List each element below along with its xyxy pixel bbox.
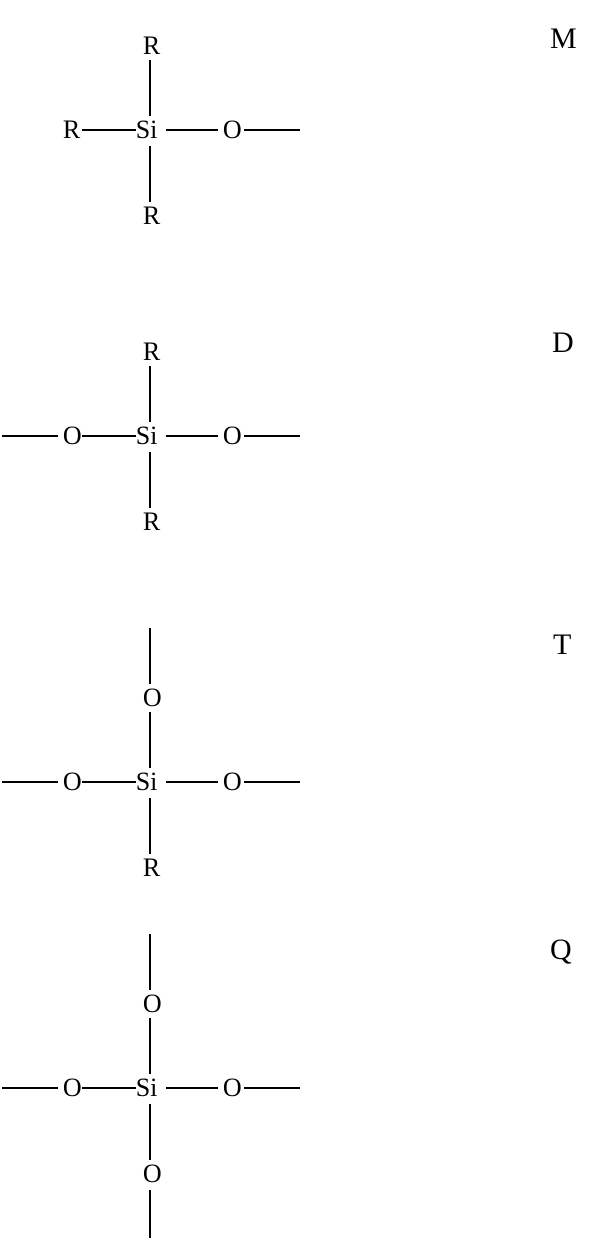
atom-R: R <box>143 201 160 231</box>
atom-R: R <box>143 31 160 61</box>
atom-O: O <box>223 115 242 145</box>
bond <box>244 1087 300 1089</box>
atom-R: R <box>143 337 160 367</box>
bond <box>149 60 151 116</box>
bond <box>166 129 218 131</box>
atom-R: R <box>143 853 160 883</box>
atom-O: O <box>63 767 82 797</box>
atom-O: O <box>223 767 242 797</box>
bond <box>149 1190 151 1238</box>
diagram-page: Si R R R O Si R O R O Si O O R O Si O O O O M D T Q <box>0 0 595 1238</box>
atom-Si: Si <box>136 421 158 451</box>
bond <box>82 1087 136 1089</box>
bond <box>166 1087 218 1089</box>
bond <box>149 1018 151 1074</box>
bond <box>166 435 218 437</box>
atom-O: O <box>63 1073 82 1103</box>
bond <box>149 712 151 768</box>
bond <box>244 435 300 437</box>
bond <box>82 435 136 437</box>
bond <box>166 781 218 783</box>
bond <box>2 1087 58 1089</box>
atom-O: O <box>223 421 242 451</box>
atom-R: R <box>143 507 160 537</box>
atom-Si: Si <box>136 767 158 797</box>
atom-Si: Si <box>136 115 158 145</box>
structure-label: T <box>553 628 571 662</box>
bond <box>149 934 151 990</box>
atom-O: O <box>63 421 82 451</box>
structure-label: M <box>550 22 577 56</box>
atom-Si: Si <box>136 1073 158 1103</box>
bond <box>149 146 151 202</box>
bond <box>82 781 136 783</box>
bond <box>149 628 151 684</box>
atom-O: O <box>143 1159 162 1189</box>
bond <box>149 366 151 422</box>
atom-O: O <box>143 989 162 1019</box>
bond <box>149 1104 151 1160</box>
bond <box>244 129 300 131</box>
bond <box>2 435 58 437</box>
bond <box>2 781 58 783</box>
atom-O: O <box>223 1073 242 1103</box>
atom-R: R <box>63 115 80 145</box>
atom-O: O <box>143 683 162 713</box>
bond <box>244 781 300 783</box>
structure-label: D <box>552 326 574 360</box>
bond <box>82 129 136 131</box>
bond <box>149 798 151 854</box>
bond <box>149 452 151 508</box>
structure-label: Q <box>550 933 572 967</box>
